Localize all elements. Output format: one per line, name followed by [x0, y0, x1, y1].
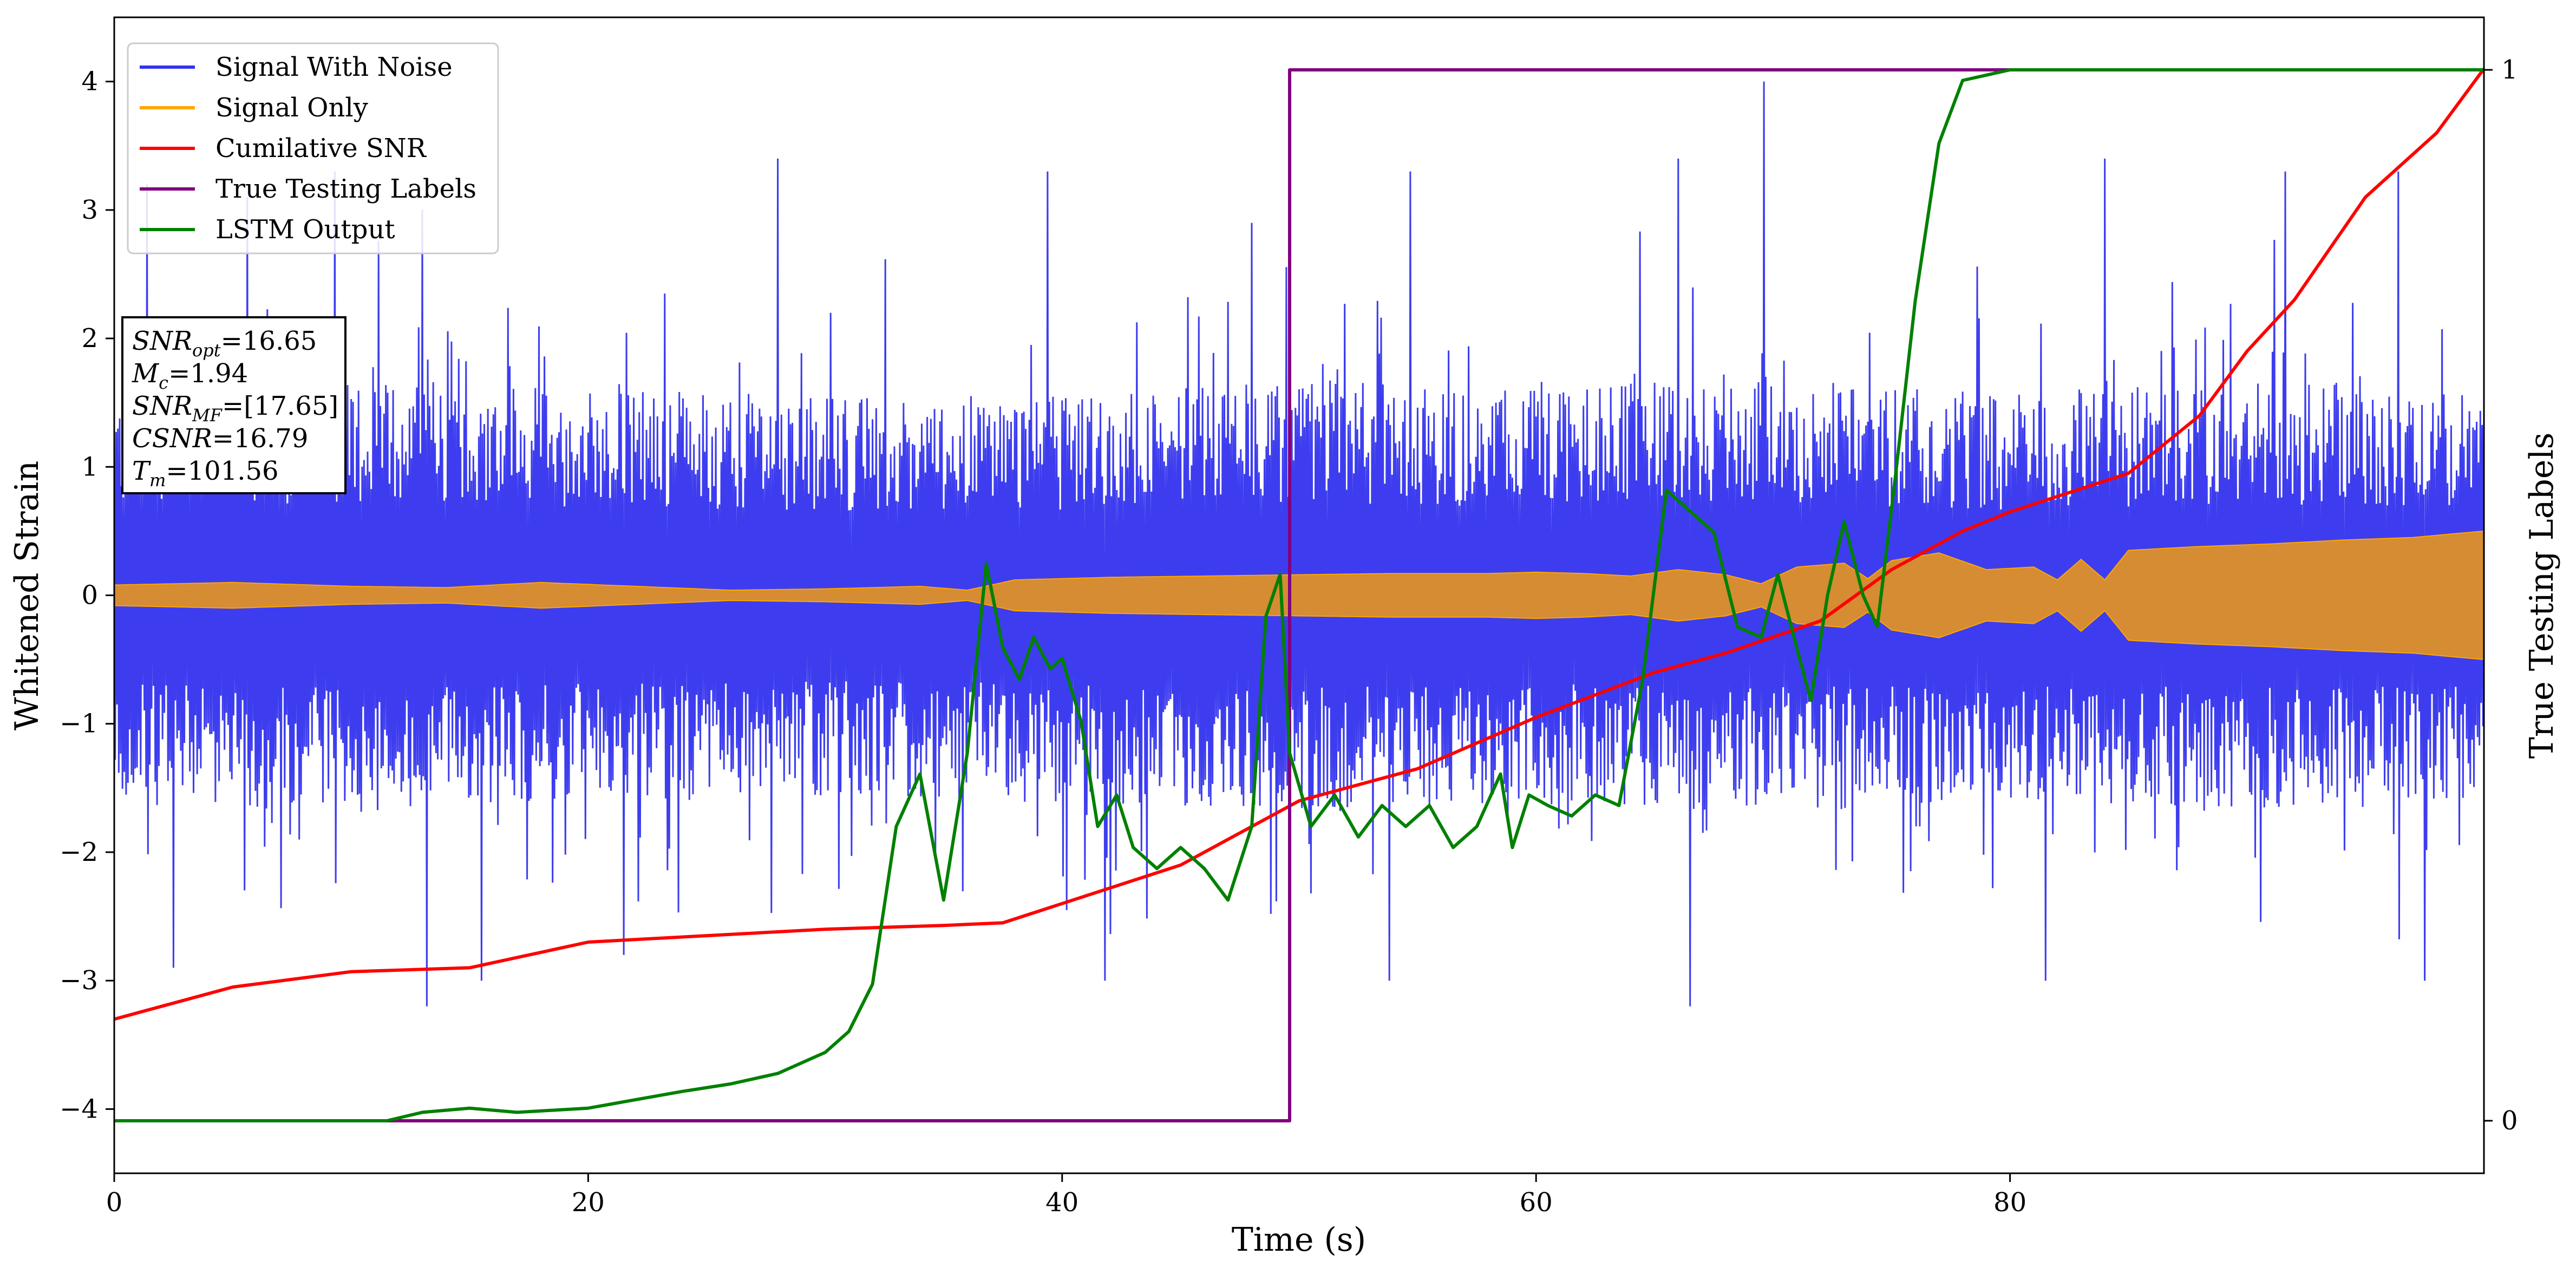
x-tick-label: 0: [106, 1187, 123, 1218]
parameter-annotation: SNRopt=16.65Mc=1.94SNRMF=[17.65]CSNR=16.…: [121, 316, 346, 494]
annotation-line: CSNR=16.79: [132, 423, 308, 454]
y-tick-label: −3: [60, 965, 98, 996]
y-right-axis-label: True Testing Labels: [2523, 433, 2561, 759]
y-axis-label: Whitened Strain: [8, 461, 46, 730]
y-tick-label: 0: [81, 580, 98, 611]
annotation-frame: [121, 316, 346, 494]
y-tick-label: 3: [81, 195, 98, 225]
x-tick-label: 20: [572, 1187, 605, 1218]
y-tick-label: −4: [60, 1094, 98, 1124]
legend-label: LSTM Output: [215, 214, 395, 245]
y-right-tick-label: 1: [2501, 55, 2518, 85]
y-tick-label: −2: [60, 837, 98, 867]
y-tick-label: −1: [60, 709, 98, 739]
annotation-line: Mc=1.94: [132, 358, 248, 393]
legend: Signal With Noise Signal Only Cumilative S…: [127, 42, 499, 254]
y-right-tick-label: 0: [2501, 1106, 2518, 1136]
x-tick-label: 40: [1045, 1187, 1078, 1218]
y-tick-label: 4: [81, 67, 98, 97]
y-tick-label: 1: [81, 452, 98, 482]
legend-label: Signal Only: [215, 93, 368, 123]
legend-label: Cumilative SNR: [215, 133, 427, 164]
series-cumilative-snr: [114, 68, 2484, 1021]
annotation-line: Tm=101.56: [132, 456, 279, 491]
legend-label: True Testing Labels: [215, 174, 476, 204]
series-true-testing-labels: [114, 68, 2484, 1122]
y-tick-label: 2: [81, 323, 98, 354]
annotation-line: SNRopt=16.65: [132, 326, 317, 361]
x-tick-label: 60: [1520, 1187, 1553, 1218]
data-layer: [114, 68, 2484, 1122]
legend-frame: [127, 42, 499, 254]
legend-label: Signal With Noise: [215, 52, 453, 82]
x-axis-label: Time (s): [1232, 1221, 1366, 1259]
annotation-line: SNRMF=[17.65]: [132, 391, 338, 426]
series-signal-only: [114, 530, 2484, 661]
x-tick-label: 80: [1993, 1187, 2026, 1218]
series-lstm-output: [114, 68, 2484, 1122]
